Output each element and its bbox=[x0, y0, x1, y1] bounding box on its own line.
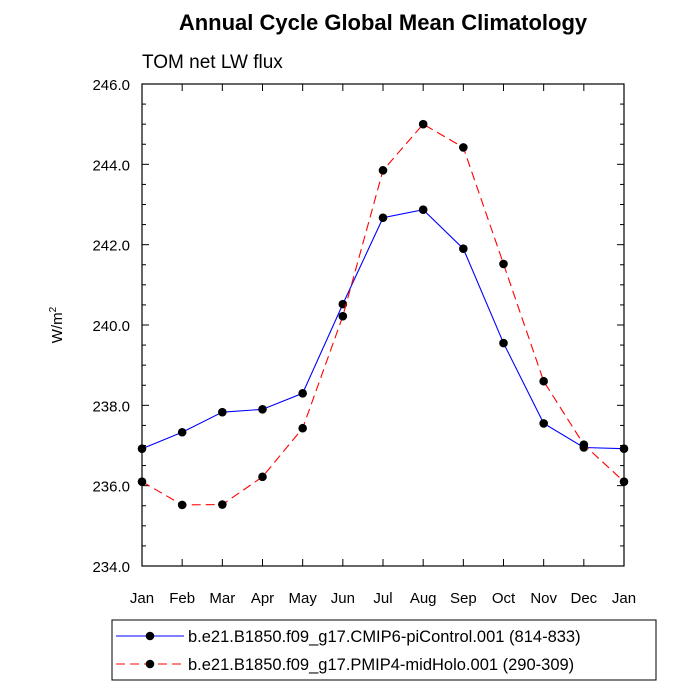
series-1-point bbox=[459, 143, 468, 152]
legend-label-0: b.e21.B1850.f09_g17.CMIP6-piControl.001 … bbox=[188, 628, 581, 646]
series-layer bbox=[137, 119, 629, 510]
series-0-point bbox=[258, 405, 267, 414]
x-tick-label: May bbox=[288, 590, 317, 607]
series-1-point bbox=[418, 119, 428, 129]
y-tick-label: 242.0 bbox=[92, 238, 130, 255]
series-0-point bbox=[338, 299, 348, 309]
x-tick-label: Nov bbox=[530, 590, 557, 607]
series-line-1 bbox=[141, 123, 625, 506]
y-axis-label-text: W/m bbox=[49, 312, 66, 343]
plot-frame bbox=[141, 83, 625, 567]
series-0-point bbox=[459, 244, 468, 253]
y-tick-label: 240.0 bbox=[92, 318, 130, 335]
series-1-point bbox=[619, 477, 629, 486]
series-0-point bbox=[619, 444, 629, 454]
legend-marker-0 bbox=[145, 631, 155, 641]
x-tick-label: Jul bbox=[373, 590, 392, 607]
series-0-point bbox=[177, 427, 187, 437]
series-0-point bbox=[418, 205, 428, 215]
series-0-point bbox=[499, 338, 508, 348]
series-1-point bbox=[258, 472, 267, 482]
series-1-point bbox=[539, 376, 548, 386]
x-tick-label: Dec bbox=[570, 590, 597, 607]
series-0-point bbox=[539, 419, 548, 428]
series-1-point bbox=[338, 311, 348, 321]
series-1-point bbox=[579, 440, 589, 449]
x-tick-label: Oct bbox=[492, 590, 516, 607]
y-tick-label: 234.0 bbox=[92, 559, 130, 576]
series-0-point bbox=[298, 388, 307, 398]
series-0-point bbox=[378, 213, 388, 223]
x-tick-label: Apr bbox=[251, 590, 274, 607]
series-1-point bbox=[378, 166, 388, 175]
legend-label-1: b.e21.B1850.f09_g17.PMIP4-midHolo.001 (2… bbox=[188, 656, 574, 674]
series-1-point bbox=[177, 500, 187, 510]
x-tick-label: Jan bbox=[130, 590, 154, 607]
series-1-point bbox=[137, 477, 147, 486]
series-0-point bbox=[218, 407, 227, 417]
series-1-point bbox=[499, 259, 508, 269]
series-1-point bbox=[298, 423, 307, 433]
x-tick-label: Aug bbox=[410, 590, 437, 607]
x-tick-label: Jan bbox=[612, 590, 636, 607]
chart-subtitle: TOM net LW flux bbox=[142, 52, 283, 73]
chart-title: Annual Cycle Global Mean Climatology bbox=[179, 10, 588, 35]
x-tick-label: Jun bbox=[331, 590, 355, 607]
legend-marker-1 bbox=[145, 659, 155, 669]
series-line-0 bbox=[141, 209, 625, 450]
y-axis-label: W/m2 bbox=[48, 306, 66, 343]
x-tick-label: Sep bbox=[450, 590, 477, 607]
y-tick-label: 236.0 bbox=[92, 479, 130, 496]
legend-box bbox=[111, 619, 657, 681]
series-1-point bbox=[218, 500, 227, 509]
x-tick-label: Feb bbox=[169, 590, 195, 607]
x-axis-ticks: Jan Feb Mar Apr May Jun Jul Aug Sep Oct Nov Dec Jan bbox=[130, 84, 636, 607]
y-tick-label: 246.0 bbox=[92, 77, 130, 94]
y-tick-label: 238.0 bbox=[92, 398, 130, 415]
legend: b.e21.B1850.f09_g17.CMIP6-piControl.001 … bbox=[116, 628, 581, 674]
x-tick-label: Mar bbox=[209, 590, 235, 607]
series-0-point bbox=[137, 444, 147, 454]
y-axis-ticks: 234.0 236.0 238.0 240.0 242.0 244.0 246.0 bbox=[92, 77, 624, 576]
y-axis-label-superscript: 2 bbox=[48, 306, 59, 312]
y-tick-label: 244.0 bbox=[92, 157, 130, 174]
